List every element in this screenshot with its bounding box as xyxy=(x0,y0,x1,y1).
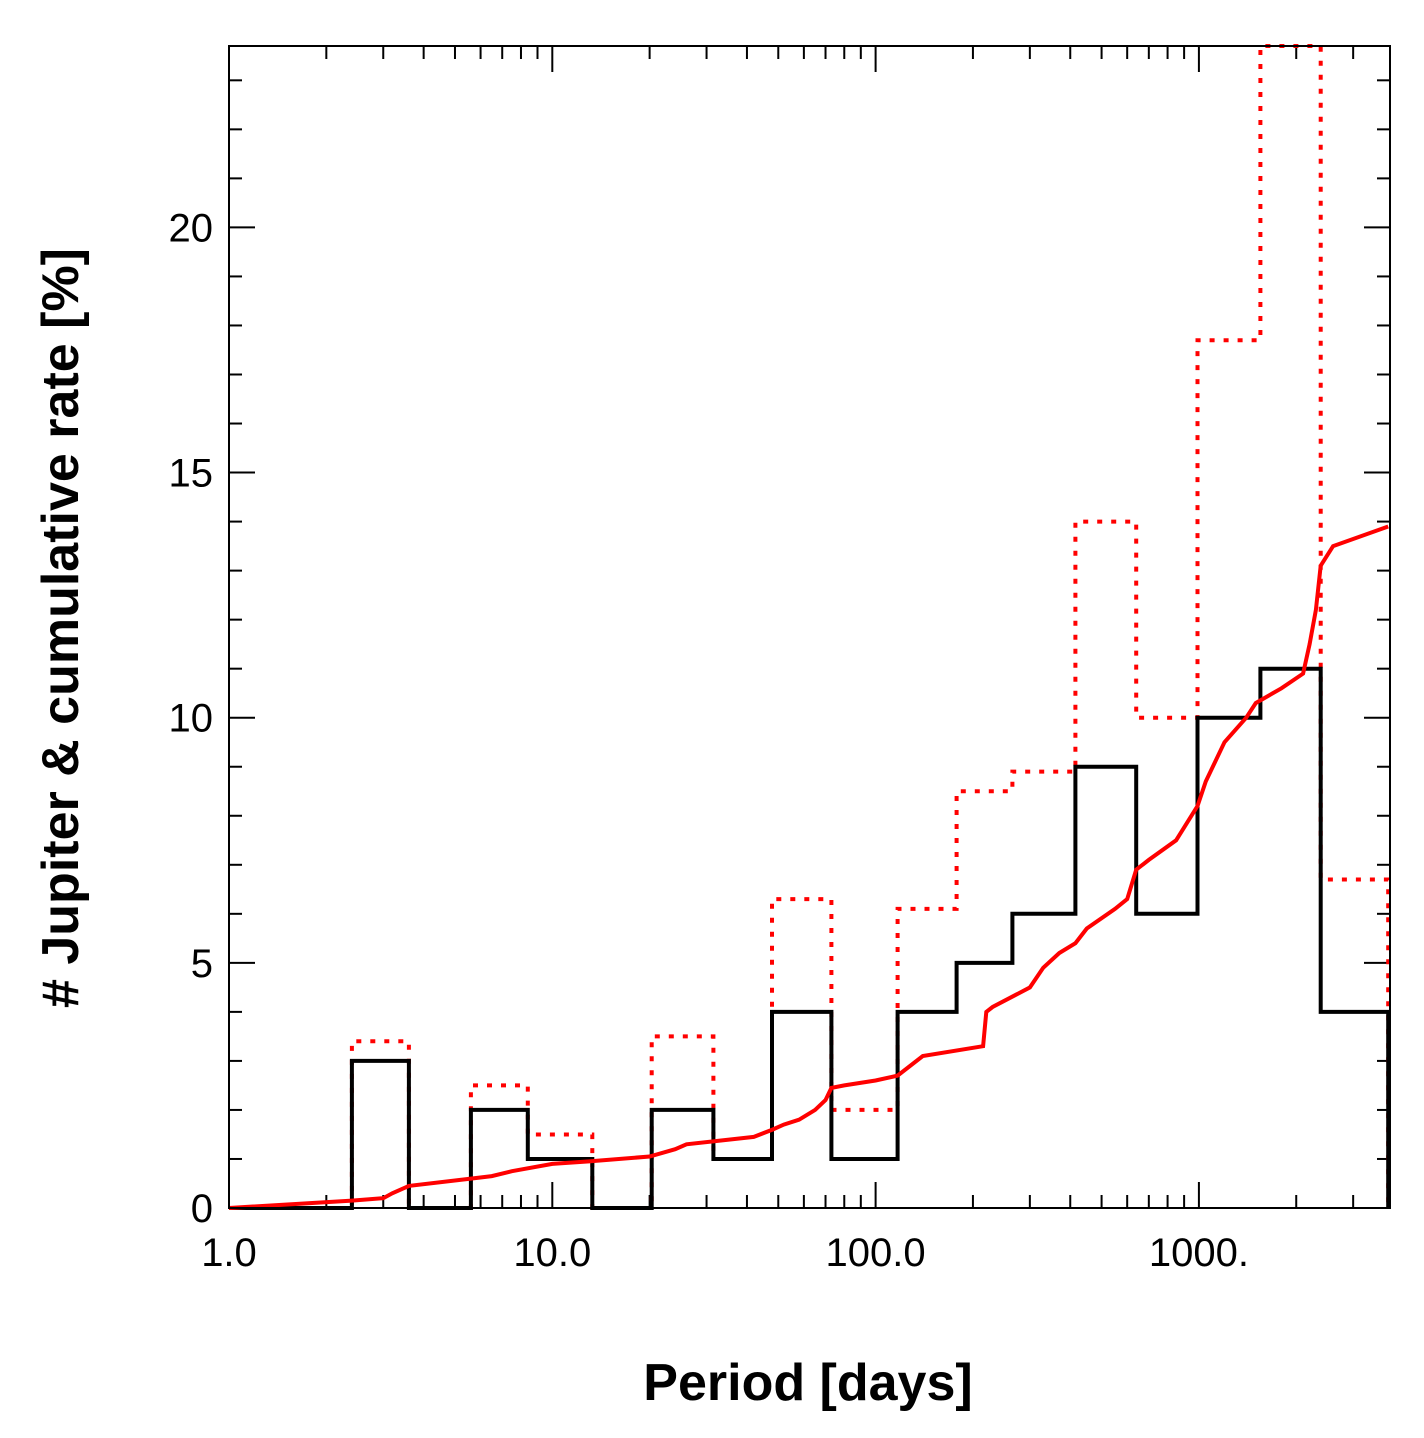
x-tick-label: 10.0 xyxy=(513,1231,591,1275)
y-tick-label: 0 xyxy=(191,1187,213,1231)
x-tick-label: 1000. xyxy=(1149,1231,1249,1275)
y-tick-label: 5 xyxy=(191,942,213,986)
y-axis-title: # Jupiter & cumulative rate [%] xyxy=(32,248,90,1008)
x-tick-label: 1.0 xyxy=(201,1231,257,1275)
histogram-dotted-red xyxy=(229,44,1391,1210)
y-tick-label: 20 xyxy=(169,206,214,250)
tick-labels-layer: 1.0 10.0 100.0 1000. 0 5 10 15 20 xyxy=(169,206,1249,1275)
y-tick-label: 15 xyxy=(169,452,214,496)
plot-frame xyxy=(228,45,1391,1209)
histogram-solid-black xyxy=(229,666,1391,1210)
y-tick-label: 10 xyxy=(169,697,214,741)
ticks-layer xyxy=(228,46,1390,1209)
series-layer xyxy=(228,44,1391,1210)
cumulative-rate-line xyxy=(228,524,1389,1210)
x-tick-label: 100.0 xyxy=(826,1231,926,1275)
x-axis-title: Period [days] xyxy=(643,1354,972,1412)
